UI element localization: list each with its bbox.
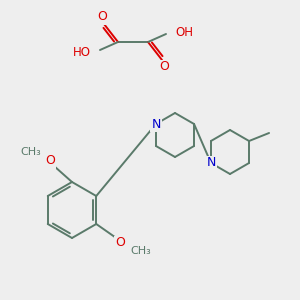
Text: O: O bbox=[115, 236, 125, 250]
Text: O: O bbox=[97, 11, 107, 23]
Text: N: N bbox=[151, 118, 160, 130]
Text: N: N bbox=[206, 157, 216, 169]
Text: OH: OH bbox=[175, 26, 193, 38]
Text: CH₃: CH₃ bbox=[130, 246, 151, 256]
Text: CH₃: CH₃ bbox=[20, 147, 41, 157]
Text: HO: HO bbox=[73, 46, 91, 59]
Text: O: O bbox=[159, 61, 169, 74]
Text: O: O bbox=[45, 154, 55, 167]
